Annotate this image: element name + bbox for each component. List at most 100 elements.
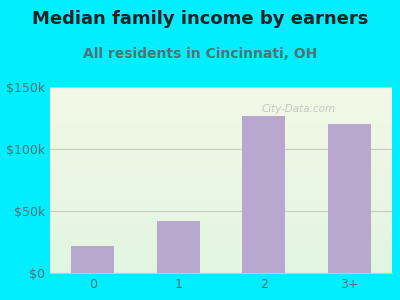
Bar	[50, 236, 392, 237]
Text: City-Data.com: City-Data.com	[262, 104, 336, 114]
Bar	[50, 184, 392, 186]
Bar	[50, 209, 392, 211]
Bar	[50, 104, 392, 106]
Bar	[50, 99, 392, 101]
Bar	[50, 205, 392, 206]
Bar	[328, 124, 371, 273]
Bar	[50, 151, 392, 152]
Bar	[50, 241, 392, 242]
Bar	[50, 244, 392, 245]
Bar	[50, 135, 392, 136]
Bar	[50, 200, 392, 202]
Bar	[50, 224, 392, 225]
Bar	[242, 116, 285, 273]
Bar	[50, 272, 392, 273]
Bar	[50, 219, 392, 220]
Bar	[50, 257, 392, 259]
Bar	[50, 93, 392, 95]
Bar	[50, 154, 392, 155]
Bar	[50, 155, 392, 157]
Bar	[50, 96, 392, 98]
Bar	[50, 239, 392, 241]
Bar	[50, 268, 392, 270]
Bar	[71, 246, 114, 273]
Bar	[50, 270, 392, 272]
Bar	[50, 87, 392, 88]
Bar	[50, 136, 392, 138]
Bar	[50, 171, 392, 172]
Bar	[50, 98, 392, 99]
Bar	[50, 140, 392, 141]
Bar	[50, 90, 392, 92]
Bar	[157, 221, 200, 273]
Bar	[50, 237, 392, 239]
Bar	[50, 262, 392, 264]
Bar	[50, 123, 392, 124]
Bar	[50, 92, 392, 93]
Bar	[50, 121, 392, 123]
Bar	[50, 217, 392, 219]
Bar	[50, 248, 392, 250]
Bar	[50, 211, 392, 212]
Bar	[50, 177, 392, 178]
Bar	[50, 113, 392, 115]
Bar	[50, 112, 392, 113]
Bar	[50, 175, 392, 177]
Bar	[50, 183, 392, 184]
Bar	[50, 212, 392, 214]
Bar	[50, 226, 392, 228]
Bar	[50, 149, 392, 151]
Bar	[50, 169, 392, 171]
Bar	[50, 188, 392, 189]
Bar	[50, 134, 392, 135]
Bar	[50, 164, 392, 166]
Bar	[50, 138, 392, 140]
Bar	[50, 254, 392, 256]
Bar	[50, 253, 392, 254]
Bar	[50, 202, 392, 203]
Bar	[50, 152, 392, 154]
Bar	[50, 208, 392, 209]
Bar	[50, 115, 392, 116]
Bar	[50, 230, 392, 231]
Bar	[50, 251, 392, 253]
Bar	[50, 180, 392, 182]
Bar	[50, 132, 392, 134]
Bar	[50, 233, 392, 234]
Bar	[50, 130, 392, 132]
Bar	[50, 178, 392, 180]
Bar	[50, 199, 392, 200]
Bar	[50, 166, 392, 168]
Bar	[50, 161, 392, 163]
Bar	[50, 220, 392, 222]
Bar	[50, 203, 392, 205]
Bar	[50, 247, 392, 248]
Bar	[50, 222, 392, 224]
Bar	[50, 189, 392, 191]
Bar	[50, 267, 392, 268]
Bar	[50, 196, 392, 197]
Bar	[50, 231, 392, 233]
Text: All residents in Cincinnati, OH: All residents in Cincinnati, OH	[83, 46, 317, 61]
Bar	[50, 146, 392, 147]
Bar	[50, 168, 392, 169]
Bar	[50, 124, 392, 126]
Bar	[50, 118, 392, 119]
Bar	[50, 119, 392, 121]
Bar	[50, 109, 392, 110]
Bar	[50, 160, 392, 161]
Bar	[50, 261, 392, 262]
Bar	[50, 163, 392, 164]
Bar	[50, 256, 392, 257]
Bar	[50, 141, 392, 143]
Bar	[50, 172, 392, 174]
Bar	[50, 127, 392, 129]
Bar	[50, 250, 392, 251]
Bar	[50, 116, 392, 118]
Bar	[50, 147, 392, 149]
Bar	[50, 174, 392, 175]
Bar	[50, 216, 392, 217]
Bar	[50, 194, 392, 196]
Bar	[50, 191, 392, 192]
Bar	[50, 234, 392, 236]
